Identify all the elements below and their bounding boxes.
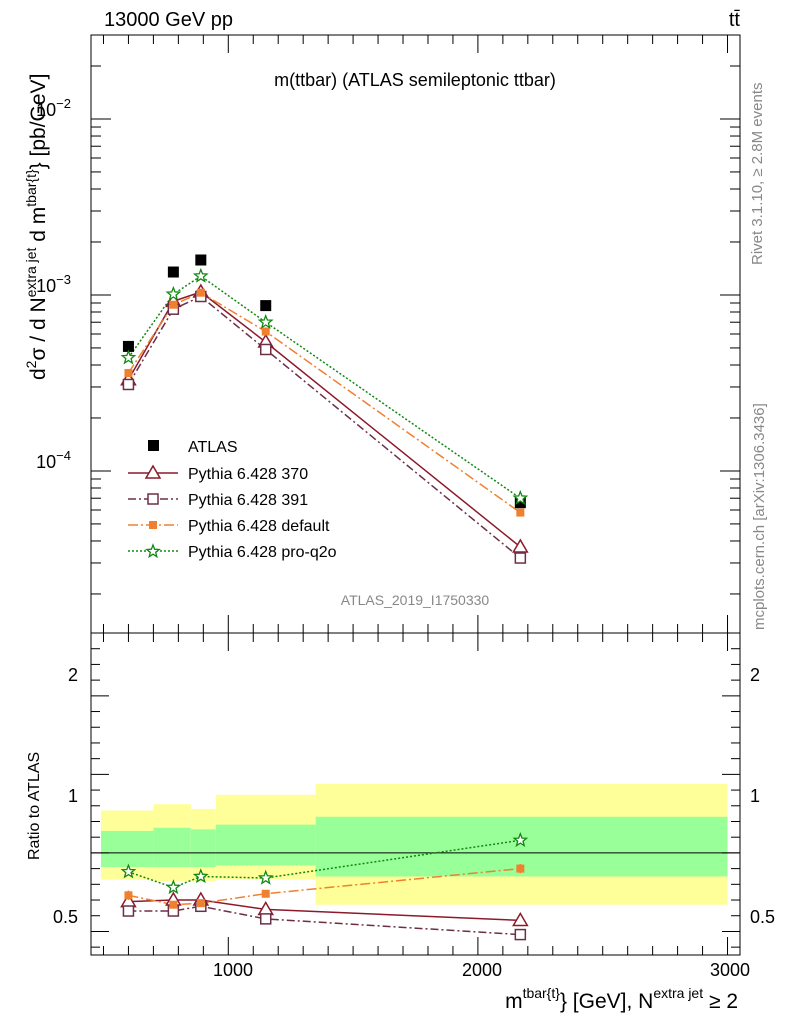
- main-point-pythia-6-428-default-0: [124, 369, 133, 378]
- ratio-panel: Ratio to ATLAS 0.5 1 2 0.5 1 2 1000 2000…: [26, 632, 775, 1013]
- legend-marker-370: [144, 464, 162, 479]
- legend-marker-default: [149, 521, 157, 529]
- legend-label-default: Pythia 6.428 default: [188, 518, 330, 535]
- ratio-point-pythia-6-428-default-3: [261, 889, 270, 898]
- ratio-y-tick-label-0.5-right: 0.5: [750, 907, 775, 927]
- legend-entry-370: Pythia 6.428 370: [128, 464, 308, 483]
- y-tick-label-1e-2: 10−2: [36, 96, 71, 120]
- legend-entry-atlas: ATLAS: [148, 439, 238, 456]
- ratio-point-pythia-6-428-pro-q2o-3: [257, 869, 274, 885]
- y-tick-label-1e-3: 10−3: [36, 272, 71, 296]
- legend-entry-391: Pythia 6.428 391: [128, 492, 308, 509]
- ratio-point-pythia-6-428-default-4: [516, 864, 525, 873]
- ratio-band-inner-2: [190, 829, 216, 868]
- ratio-point-pythia-6-428-default-1: [169, 900, 178, 909]
- main-point-pythia-6-428-default-2: [196, 288, 205, 297]
- legend-label-391: Pythia 6.428 391: [188, 492, 308, 509]
- main-point-atlas-3: [260, 300, 272, 312]
- ratio-y-tick-label-2-left: 2: [68, 665, 78, 685]
- mcplots-label: mcplots.cern.ch [arXiv:1306.3436]: [751, 403, 768, 630]
- ratio-point-pythia-6-428-pro-q2o-4: [512, 831, 529, 848]
- main-panel: m(ttbar) (ATLAS semileptonic ttbar) ATLA…: [23, 34, 741, 634]
- ratio-band-inner-0: [100, 830, 154, 868]
- main-point-atlas-2: [195, 254, 207, 266]
- main-point-pythia-6-428-default-3: [261, 327, 270, 336]
- x-axis-label: mtbar{t}} [GeV], Nextra jet ≥ 2: [505, 985, 738, 1013]
- legend-marker-atlas: [148, 440, 159, 451]
- main-y-tick-labels: 10−4 10−3 10−2: [36, 96, 71, 472]
- legend-label-atlas: ATLAS: [188, 439, 238, 456]
- ratio-point-pythia-6-428-pro-q2o-2: [192, 868, 209, 884]
- legend-label-370: Pythia 6.428 370: [188, 466, 308, 483]
- main-point-pythia-6-428-pro-q2o-1: [165, 285, 182, 301]
- legend-marker-391: [147, 493, 159, 505]
- ratio-point-pythia-6-428-391-3: [259, 913, 272, 925]
- main-point-atlas-0: [122, 340, 134, 352]
- main-line-pythia-6-428-pro-q2o: [127, 275, 521, 499]
- main-point-pythia-6-428-pro-q2o-0: [120, 349, 137, 365]
- main-point-pythia-6-428-391-3: [259, 343, 272, 356]
- legend-marker-pro-q2o: [145, 543, 161, 559]
- process-label: tt̄: [729, 9, 741, 31]
- rivet-label: Rivet 3.1.10, ≥ 2.8M events: [749, 83, 766, 266]
- main-point-pythia-6-428-391-0: [122, 378, 135, 391]
- main-point-pythia-6-428-370-4: [512, 538, 529, 553]
- analysis-label: ATLAS_2019_I1750330: [341, 592, 490, 608]
- main-y-axis-label: d2σ / d Nextra jet d mtbar{t}} [pb/GeV]: [23, 74, 50, 380]
- main-point-pythia-6-428-default-1: [169, 300, 178, 309]
- main-point-pythia-6-428-pro-q2o-2: [192, 267, 209, 283]
- main-point-pythia-6-428-pro-q2o-3: [257, 313, 274, 329]
- main-point-atlas-1: [167, 266, 179, 278]
- ratio-line-pythia-6-428-391: [128, 905, 521, 936]
- ratio-y-tick-label-1-left: 1: [68, 786, 78, 806]
- ratio-point-pythia-6-428-391-0: [122, 905, 135, 917]
- legend-entry-pro-q2o: Pythia 6.428 pro-q2o: [128, 543, 337, 561]
- ratio-y-axis-label: Ratio to ATLAS: [26, 752, 43, 860]
- main-point-pythia-6-428-default-4: [516, 508, 525, 517]
- ratio-point-pythia-6-428-pro-q2o-0: [120, 863, 137, 879]
- ratio-y-tick-label-0.5-left: 0.5: [53, 907, 78, 927]
- ratio-point-pythia-6-428-391-4: [514, 928, 527, 941]
- main-title: m(ttbar) (ATLAS semileptonic ttbar): [274, 70, 556, 90]
- ratio-frame: [90, 632, 741, 956]
- x-tick-label-3000: 3000: [710, 960, 750, 980]
- ratio-y-tick-label-2-right: 2: [750, 665, 760, 685]
- ratio-y-tick-labels: 0.5 1 2 0.5 1 2: [53, 665, 775, 927]
- x-tick-label-1000: 1000: [213, 960, 253, 980]
- main-point-atlas-4: [514, 497, 526, 509]
- legend-entry-default: Pythia 6.428 default: [128, 518, 330, 535]
- ratio-point-pythia-6-428-default-0: [124, 891, 133, 900]
- y-tick-label-1e-4: 10−4: [36, 448, 71, 472]
- main-point-pythia-6-428-391-4: [514, 552, 527, 564]
- x-tick-labels: 1000 2000 3000: [213, 960, 750, 980]
- ratio-point-pythia-6-428-default-2: [196, 899, 205, 908]
- main-point-pythia-6-428-pro-q2o-4: [512, 489, 529, 505]
- energy-label: 13000 GeV pp: [104, 9, 233, 31]
- x-tick-label-2000: 2000: [462, 960, 502, 980]
- legend: ATLAS Pythia 6.428 370 Pythia 6.428 391 …: [128, 439, 337, 561]
- ratio-band-inner-1: [153, 827, 191, 868]
- ratio-point-pythia-6-428-370-4: [512, 911, 529, 927]
- ratio-band-inner-3: [215, 824, 316, 866]
- ratio-y-tick-label-1-right: 1: [750, 786, 760, 806]
- legend-label-pro-q2o: Pythia 6.428 pro-q2o: [188, 544, 337, 561]
- ratio-point-pythia-6-428-pro-q2o-1: [165, 879, 182, 895]
